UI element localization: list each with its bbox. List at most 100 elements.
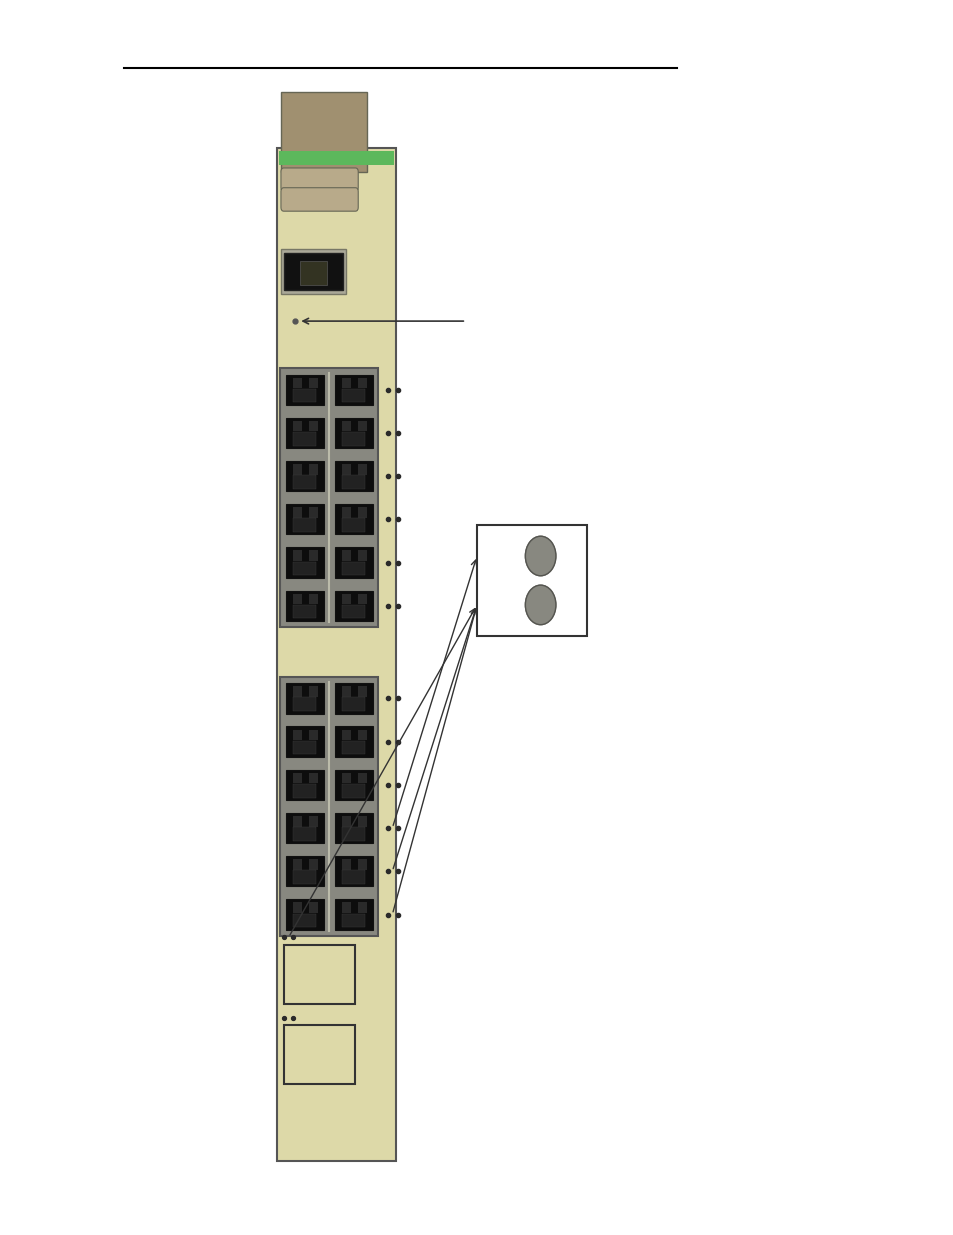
Bar — [285, 461, 323, 492]
Bar — [357, 816, 366, 826]
Bar — [309, 816, 317, 826]
Bar — [342, 519, 365, 532]
Bar — [342, 594, 350, 604]
Bar — [293, 816, 301, 826]
Bar — [285, 899, 323, 930]
Bar — [342, 475, 365, 489]
Bar — [281, 93, 367, 173]
Bar — [293, 741, 315, 755]
Bar — [357, 464, 366, 474]
Bar — [293, 389, 315, 403]
Bar — [293, 551, 301, 561]
Bar — [309, 378, 317, 388]
Bar — [309, 464, 317, 474]
Circle shape — [525, 585, 556, 625]
Bar — [285, 683, 323, 714]
Bar — [293, 860, 301, 869]
Bar — [293, 519, 315, 532]
Bar — [285, 547, 323, 578]
Bar — [357, 730, 366, 740]
Bar — [280, 368, 377, 627]
Bar — [285, 726, 323, 757]
Bar — [335, 547, 373, 578]
Bar — [309, 903, 317, 913]
Bar — [293, 914, 315, 927]
Bar — [283, 1025, 355, 1084]
Bar — [342, 464, 350, 474]
Bar — [293, 784, 315, 798]
Bar — [300, 261, 327, 285]
Bar — [283, 945, 355, 1004]
Bar — [285, 769, 323, 800]
Bar — [285, 374, 323, 405]
Bar — [335, 683, 373, 714]
Bar — [342, 784, 365, 798]
Bar — [283, 253, 343, 290]
Bar — [293, 421, 301, 431]
Bar — [342, 432, 365, 446]
Bar — [357, 421, 366, 431]
Bar — [335, 417, 373, 448]
Bar — [357, 903, 366, 913]
Bar — [293, 871, 315, 884]
Bar — [342, 903, 350, 913]
Bar — [309, 687, 317, 697]
Bar — [276, 148, 395, 1161]
Circle shape — [525, 536, 556, 576]
Bar — [342, 860, 350, 869]
Bar — [293, 464, 301, 474]
Bar — [342, 827, 365, 841]
Bar — [335, 899, 373, 930]
Bar — [357, 508, 366, 517]
Bar — [335, 504, 373, 535]
Bar — [335, 374, 373, 405]
Bar — [293, 773, 301, 783]
FancyBboxPatch shape — [280, 168, 358, 191]
Bar — [293, 562, 315, 576]
Bar — [357, 773, 366, 783]
Bar — [293, 827, 315, 841]
Bar — [293, 378, 301, 388]
Bar — [342, 773, 350, 783]
Bar — [309, 860, 317, 869]
Bar — [309, 594, 317, 604]
Bar — [342, 389, 365, 403]
Bar — [335, 769, 373, 800]
Bar — [309, 773, 317, 783]
Bar — [293, 475, 315, 489]
Bar — [342, 914, 365, 927]
Bar — [335, 461, 373, 492]
Bar — [357, 378, 366, 388]
Bar — [357, 594, 366, 604]
Bar — [309, 508, 317, 517]
Bar — [357, 687, 366, 697]
Bar — [293, 432, 315, 446]
Bar — [342, 741, 365, 755]
Bar — [335, 856, 373, 887]
Bar — [357, 551, 366, 561]
Bar — [342, 551, 350, 561]
Bar — [285, 417, 323, 448]
Bar — [285, 504, 323, 535]
Bar — [342, 687, 350, 697]
Bar — [293, 594, 301, 604]
Bar — [342, 871, 365, 884]
Bar — [342, 816, 350, 826]
Bar — [293, 698, 315, 711]
Bar — [342, 730, 350, 740]
Bar — [342, 605, 365, 619]
Bar — [285, 590, 323, 621]
Bar — [309, 421, 317, 431]
Bar — [342, 508, 350, 517]
FancyBboxPatch shape — [280, 188, 358, 211]
Bar — [342, 378, 350, 388]
Bar — [309, 730, 317, 740]
Bar — [342, 421, 350, 431]
Bar — [293, 903, 301, 913]
Bar — [280, 677, 377, 936]
Bar — [342, 698, 365, 711]
Bar — [293, 687, 301, 697]
Bar — [357, 860, 366, 869]
Bar — [278, 151, 393, 165]
Bar — [335, 726, 373, 757]
